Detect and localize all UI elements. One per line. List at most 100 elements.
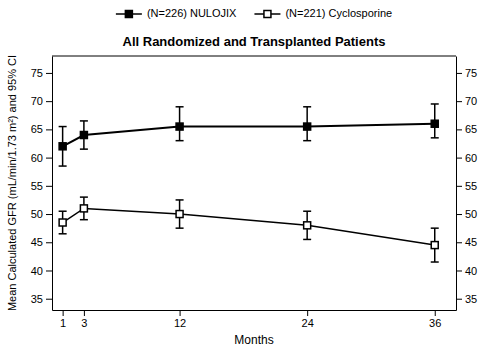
legend-item: (N=221) Cyclosporine [254,7,392,19]
tick-label: 3 [81,317,87,329]
error-cap [303,239,311,241]
marker [176,211,183,218]
tick: 1 [60,310,66,329]
marker [176,123,183,130]
legend-item: (N=226) NULOJIX [116,7,237,19]
tick: 65 [31,123,52,135]
error-cap [176,140,184,142]
chart: 1 3 12 24 36 35 40 45 50 55 60 65 70 75 35 40 45 50 55 60 65… [0,0,496,350]
tick: 45 [456,236,477,248]
tick-mark [46,186,52,187]
plot-area [59,104,439,262]
title: All Randomized and Transplanted Patients [123,34,386,49]
marker [431,120,438,127]
tick-mark [46,242,52,243]
error-cap [59,233,67,235]
tick: 35 [456,293,477,305]
tick: 75 [31,67,52,79]
error-cap [431,103,439,105]
tick: 40 [456,265,477,277]
tick-mark [456,158,462,159]
tick-mark [46,101,52,102]
tick-label: 55 [465,180,477,192]
tick-label: 35 [465,293,477,305]
tick: 12 [174,310,186,329]
tick-label: 65 [465,123,477,135]
tick-mark [435,310,436,316]
tick-label: 1 [60,317,66,329]
tick-label: 45 [31,236,43,248]
error-cap [431,227,439,229]
tick: 55 [31,180,52,192]
tick-label: 40 [465,265,477,277]
plot-frame [52,56,456,57]
tick-label: 70 [31,95,43,107]
legend: (N=226) NULOJIX (N=221) Cyclosporine [116,7,392,19]
series [59,104,439,166]
marker [59,219,66,226]
tick-mark [307,310,308,316]
tick-label: 35 [31,293,43,305]
tick: 60 [31,152,52,164]
error-cap [176,199,184,201]
tick-label: 75 [465,67,477,79]
x-axis-title: Months [234,333,273,347]
tick-label: 50 [31,208,43,220]
error-cap [59,210,67,212]
error-cap [80,219,88,221]
tick-mark [180,310,181,316]
tick: 70 [456,95,477,107]
tick: 40 [31,265,52,277]
tick-label: 65 [31,123,43,135]
marker [80,132,87,139]
tick-mark [456,214,462,215]
marker [304,222,311,229]
series [59,197,439,262]
tick-mark [46,129,52,130]
tick: 65 [456,123,477,135]
legend-label: (N=226) NULOJIX [147,7,237,19]
legend-label: (N=221) Cyclosporine [285,7,392,19]
tick: 50 [456,208,477,220]
tick-label: 60 [465,152,477,164]
tick-mark [46,299,52,300]
error-cap [80,148,88,150]
tick-label: 36 [429,317,441,329]
error-cap [59,126,67,128]
tick-label: 55 [31,180,43,192]
tick-label: 75 [31,67,43,79]
tick-mark [456,299,462,300]
tick-label: 60 [31,152,43,164]
marker [80,205,87,212]
tick-mark [63,310,64,316]
y-axis-title: Mean Calculated GFR (mL/min/1.73 m²) and… [6,55,18,311]
tick-mark [456,73,462,74]
tick: 75 [456,67,477,79]
tick: 24 [302,310,314,329]
tick: 35 [31,293,52,305]
marker [304,123,311,130]
tick-mark [46,73,52,74]
tick: 50 [31,208,52,220]
error-cap [303,140,311,142]
tick-mark [46,270,52,271]
tick-mark [456,242,462,243]
line [63,208,435,245]
x-axis: 1 3 12 24 36 [53,310,457,329]
marker [59,143,66,150]
tick: 60 [456,152,477,164]
error-cap [431,137,439,139]
error-cap [80,120,88,122]
tick: 3 [81,310,87,329]
error-cap [59,165,67,167]
line [63,124,435,147]
tick: 45 [31,236,52,248]
tick-label: 50 [465,208,477,220]
tick-mark [46,214,52,215]
error-cap [80,196,88,198]
tick-mark [456,129,462,130]
tick: 55 [456,180,477,192]
y2-axis-line [456,57,457,311]
tick-label: 12 [174,317,186,329]
tick-mark [84,310,85,316]
